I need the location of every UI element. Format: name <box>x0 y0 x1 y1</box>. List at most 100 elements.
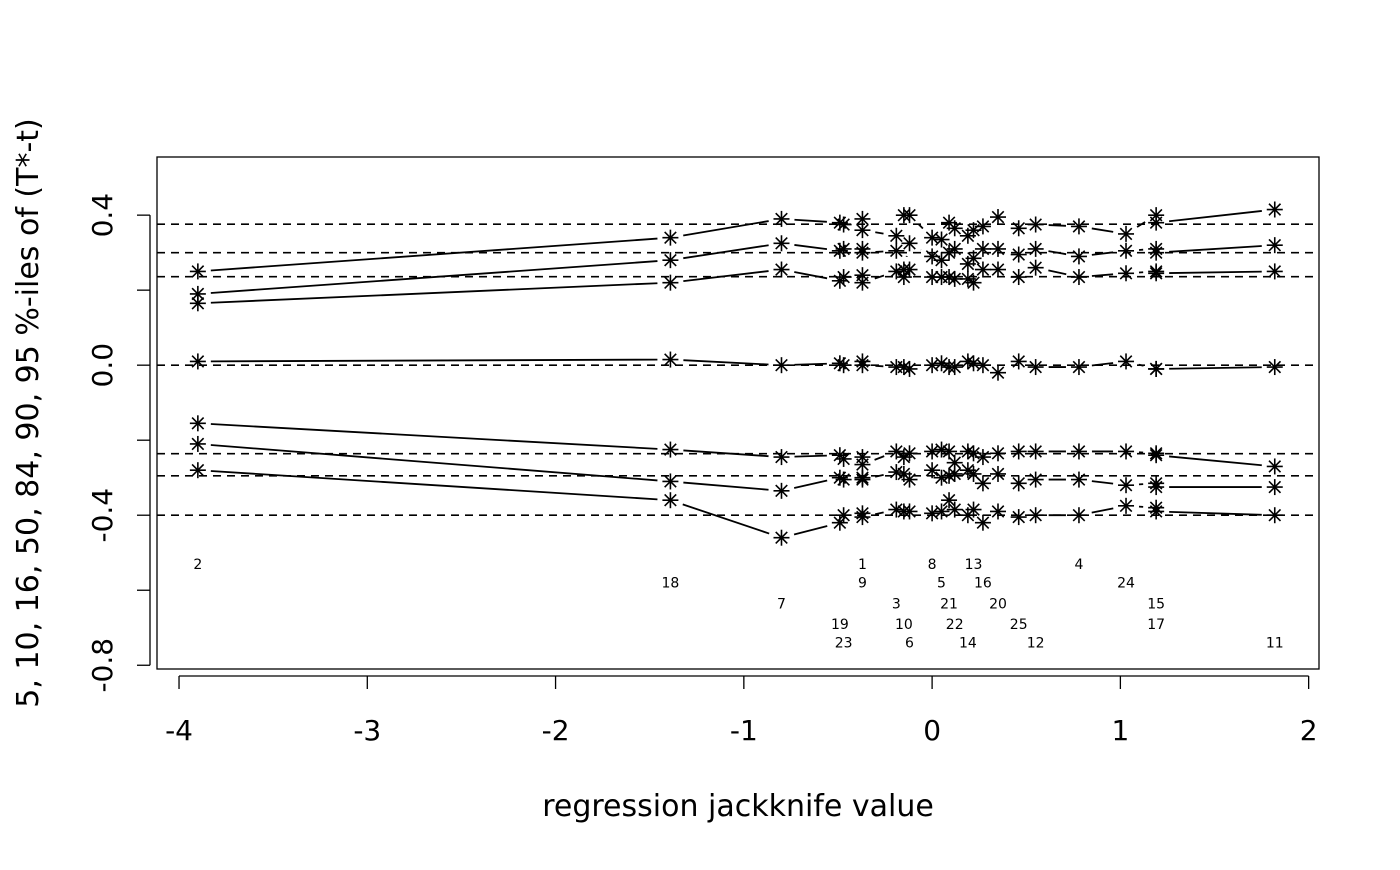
point-id-label: 1 <box>858 557 867 573</box>
point-id-label: 20 <box>989 596 1007 612</box>
asterisk-point <box>854 222 870 238</box>
asterisk-point <box>836 451 852 467</box>
point-id-label: 3 <box>892 596 901 612</box>
asterisk-point <box>990 466 1006 482</box>
asterisk-point <box>1267 507 1283 523</box>
asterisk-point <box>1028 217 1044 233</box>
asterisk-point <box>1267 237 1283 253</box>
asterisk-point <box>888 228 904 244</box>
percentile-line-segment <box>1169 456 1262 465</box>
asterisk-point <box>854 457 870 473</box>
asterisk-point <box>902 445 918 461</box>
asterisk-point <box>1148 503 1164 519</box>
asterisk-point <box>662 442 678 458</box>
asterisk-point <box>190 436 206 452</box>
asterisk-point <box>1148 361 1164 377</box>
asterisk-point <box>990 365 1006 381</box>
asterisk-point <box>1267 458 1283 474</box>
point-id-label: 21 <box>940 596 958 612</box>
asterisk-point <box>1028 507 1044 523</box>
asterisk-point <box>854 357 870 373</box>
percentile-line-segment <box>794 272 827 278</box>
point-id-label: 10 <box>895 617 913 633</box>
percentile-line-segment <box>794 245 827 249</box>
asterisk-point <box>190 263 206 279</box>
asterisk-point <box>836 472 852 488</box>
point-id-label: 6 <box>905 636 914 652</box>
percentile-line-segment <box>794 456 826 457</box>
point-id-label: 23 <box>835 636 853 652</box>
asterisk-point <box>924 462 940 478</box>
asterisk-point <box>947 220 963 236</box>
percentile-line-segment <box>1092 481 1113 484</box>
asterisk-point <box>902 207 918 223</box>
asterisk-point <box>990 262 1006 278</box>
percentile-line-segment <box>875 456 885 460</box>
percentile-line-segment <box>1049 225 1066 226</box>
asterisk-point <box>934 503 950 519</box>
percentile-line-segment <box>794 220 826 222</box>
point-id-label: 9 <box>858 576 867 592</box>
asterisk-point <box>662 352 678 368</box>
point-id-label: 5 <box>937 576 946 592</box>
y-tick-label: 0.4 <box>86 193 119 238</box>
asterisk-point <box>1011 220 1027 236</box>
asterisk-point <box>888 243 904 259</box>
point-id-label: 12 <box>1027 636 1045 652</box>
asterisk-point <box>1011 509 1027 525</box>
asterisk-point <box>836 241 852 257</box>
plot-frame <box>157 157 1319 669</box>
percentile-line-segment <box>683 360 768 364</box>
asterisk-point <box>836 357 852 373</box>
asterisk-point <box>854 472 870 488</box>
percentile-line-segment <box>794 481 827 488</box>
asterisk-point <box>1118 243 1134 259</box>
asterisk-point <box>190 295 206 311</box>
reference-lines <box>157 224 1319 515</box>
asterisk-point <box>1148 245 1164 261</box>
x-axis-label: regression jackknife value <box>542 789 934 824</box>
asterisk-point <box>1011 353 1027 369</box>
point-id-label: 17 <box>1147 617 1165 633</box>
asterisk-point <box>975 449 991 465</box>
percentile-line-segment <box>794 364 826 365</box>
asterisk-point <box>1267 359 1283 375</box>
asterisk-point <box>975 262 991 278</box>
asterisk-point <box>1118 477 1134 493</box>
percentile-line-segment <box>794 526 827 535</box>
point-id-label: 8 <box>928 557 937 573</box>
percentile-line-segment <box>683 483 768 490</box>
point-id-label: 2 <box>193 557 202 573</box>
asterisk-point <box>990 209 1006 225</box>
asterisk-point <box>836 269 852 285</box>
point-id-label: 16 <box>974 576 992 592</box>
asterisk-point <box>1071 218 1087 234</box>
asterisk-point <box>1071 269 1087 285</box>
asterisk-point <box>773 357 789 373</box>
percentile-line-segment <box>683 504 769 533</box>
y-tick-label: -0.4 <box>86 488 119 543</box>
percentile-line-segment <box>1169 367 1262 368</box>
asterisk-point <box>773 211 789 227</box>
x-tick-label: -4 <box>165 714 193 747</box>
asterisk-point <box>1028 443 1044 459</box>
x-tick-label: 2 <box>1300 714 1318 747</box>
percentile-line-segment <box>1092 228 1113 231</box>
point-id-label: 11 <box>1266 636 1284 652</box>
percentile-line-segment <box>1092 508 1114 512</box>
x-tick-label: -3 <box>353 714 381 747</box>
asterisk-point <box>1028 241 1044 257</box>
point-labels: 2187192319310685212214131620251242415171… <box>193 557 1283 652</box>
asterisk-point <box>1148 479 1164 495</box>
asterisk-point <box>1118 353 1134 369</box>
point-id-label: 22 <box>946 617 964 633</box>
percentile-line-segment <box>211 283 658 302</box>
y-axis: -0.8-0.40.00.4 <box>86 193 150 693</box>
x-tick-label: 0 <box>923 714 941 747</box>
asterisk-point <box>990 241 1006 257</box>
asterisk-point <box>773 262 789 278</box>
asterisk-point <box>1071 443 1087 459</box>
asterisk-point <box>934 232 950 248</box>
point-id-label: 18 <box>661 576 679 592</box>
